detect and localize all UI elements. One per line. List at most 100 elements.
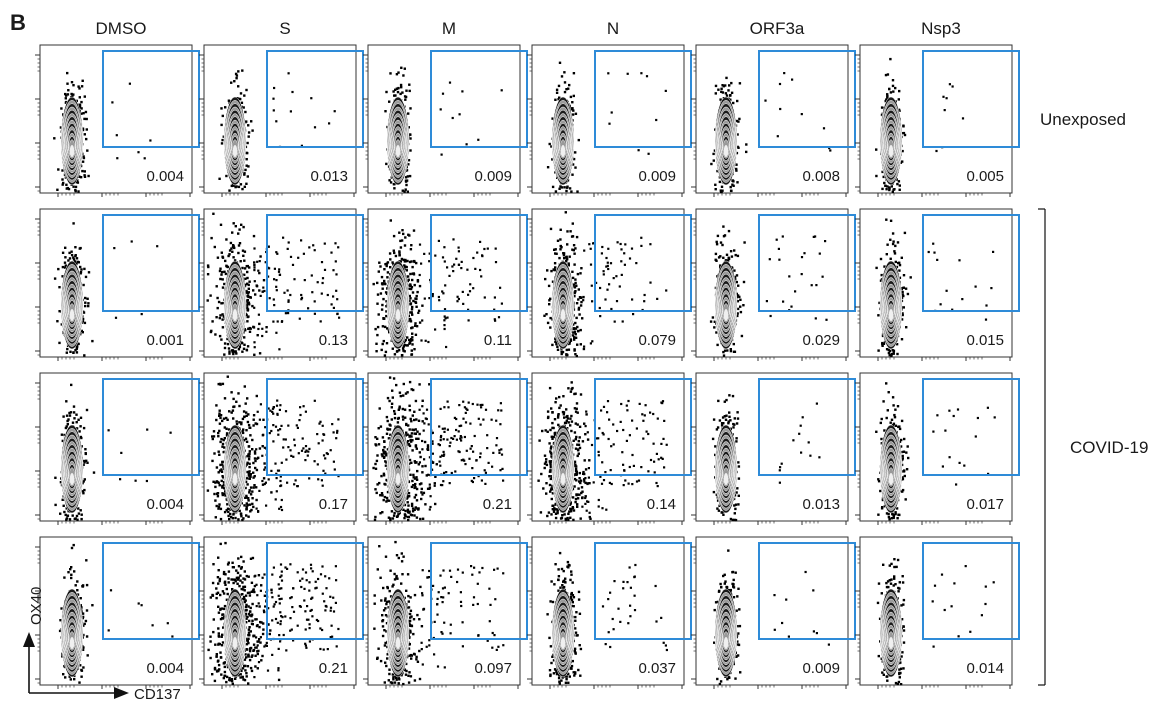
population-dot bbox=[566, 243, 569, 246]
population-dot bbox=[411, 326, 414, 329]
gated-event-dot bbox=[943, 109, 946, 112]
gated-event-dot bbox=[457, 297, 460, 301]
population-dot bbox=[411, 291, 415, 294]
gated-event-dot bbox=[443, 246, 446, 249]
population-dot bbox=[557, 84, 561, 88]
population-dot bbox=[78, 430, 81, 433]
population-dot bbox=[416, 280, 420, 283]
population-dot bbox=[573, 338, 576, 341]
population-dot bbox=[245, 348, 248, 352]
population-dot bbox=[410, 326, 413, 330]
population-dot bbox=[881, 187, 884, 191]
gated-event-dot bbox=[935, 149, 938, 153]
population-dot bbox=[237, 232, 240, 235]
population-dot bbox=[70, 383, 73, 387]
population-dot bbox=[416, 279, 420, 282]
population-dot bbox=[900, 318, 904, 321]
population-dot bbox=[554, 190, 558, 193]
gated-event-dot bbox=[257, 269, 260, 272]
gated-event-dot bbox=[445, 345, 448, 349]
population-dot bbox=[735, 167, 738, 171]
population-dot bbox=[216, 296, 219, 300]
population-dot bbox=[214, 333, 217, 336]
population-dot bbox=[70, 92, 73, 96]
population-dot bbox=[403, 339, 407, 343]
population-dot bbox=[54, 476, 57, 479]
population-dot bbox=[572, 323, 575, 326]
population-dot bbox=[395, 73, 399, 76]
population-dot bbox=[395, 87, 399, 90]
population-dot bbox=[262, 279, 266, 282]
population-dot bbox=[66, 186, 69, 190]
gated-event-dot bbox=[615, 275, 618, 278]
gated-event-dot bbox=[272, 298, 275, 301]
population-dot bbox=[248, 326, 251, 330]
population-dot bbox=[237, 244, 241, 247]
population-dot bbox=[572, 157, 576, 161]
population-dot bbox=[411, 272, 414, 275]
population-dot bbox=[396, 90, 400, 94]
column-header-dmso: DMSO bbox=[96, 19, 147, 38]
population-dot bbox=[206, 273, 210, 276]
population-dot bbox=[406, 259, 409, 263]
population-dot bbox=[736, 181, 739, 184]
population-dot bbox=[725, 94, 729, 97]
population-dot bbox=[375, 350, 378, 353]
population-dot bbox=[722, 85, 725, 88]
population-dot bbox=[77, 342, 80, 346]
population-dot bbox=[223, 346, 227, 350]
contour-core bbox=[69, 473, 75, 485]
gated-event-dot bbox=[115, 134, 118, 137]
population-dot bbox=[576, 272, 580, 276]
population-dot bbox=[228, 253, 231, 256]
population-dot bbox=[721, 243, 724, 247]
population-dot bbox=[729, 348, 732, 351]
population-dot bbox=[58, 310, 61, 313]
population-dot bbox=[411, 343, 414, 346]
population-dot bbox=[63, 433, 66, 437]
column-header-n: N bbox=[607, 19, 619, 38]
population-dot bbox=[879, 257, 883, 261]
population-dot bbox=[252, 289, 255, 292]
population-dot bbox=[415, 325, 419, 328]
population-dot bbox=[577, 306, 581, 310]
population-dot bbox=[83, 133, 86, 136]
population-dot bbox=[248, 330, 252, 333]
population-dot bbox=[232, 244, 235, 247]
population-dot bbox=[58, 286, 61, 289]
population-dot bbox=[571, 276, 575, 280]
gated-event-dot bbox=[320, 292, 323, 295]
population-dot bbox=[735, 151, 739, 155]
gated-event-dot bbox=[291, 90, 294, 94]
population-dot bbox=[898, 263, 902, 267]
gated-event-dot bbox=[267, 275, 270, 278]
population-dot bbox=[248, 266, 251, 269]
population-dot bbox=[72, 222, 75, 225]
gated-event-dot bbox=[431, 293, 434, 296]
gated-event-dot bbox=[483, 296, 486, 299]
population-dot bbox=[547, 284, 551, 288]
population-dot bbox=[408, 338, 411, 342]
population-dot bbox=[408, 342, 411, 345]
population-dot bbox=[245, 164, 248, 167]
population-dot bbox=[209, 330, 213, 334]
population-dot bbox=[253, 353, 256, 356]
population-dot bbox=[247, 327, 250, 330]
gated-event-dot bbox=[446, 266, 449, 269]
population-dot bbox=[891, 232, 895, 235]
population-dot bbox=[82, 310, 85, 313]
gated-event-dot bbox=[334, 260, 337, 263]
gated-event-dot bbox=[828, 147, 831, 150]
population-dot bbox=[392, 234, 396, 238]
population-dot bbox=[403, 190, 406, 193]
population-dot bbox=[399, 246, 403, 249]
population-dot bbox=[733, 350, 737, 353]
population-dot bbox=[243, 267, 247, 270]
population-dot bbox=[567, 348, 571, 351]
population-dot bbox=[710, 162, 713, 166]
gated-event-dot bbox=[606, 261, 609, 264]
population-dot bbox=[402, 74, 405, 77]
population-dot bbox=[246, 276, 249, 280]
population-dot bbox=[219, 223, 223, 226]
